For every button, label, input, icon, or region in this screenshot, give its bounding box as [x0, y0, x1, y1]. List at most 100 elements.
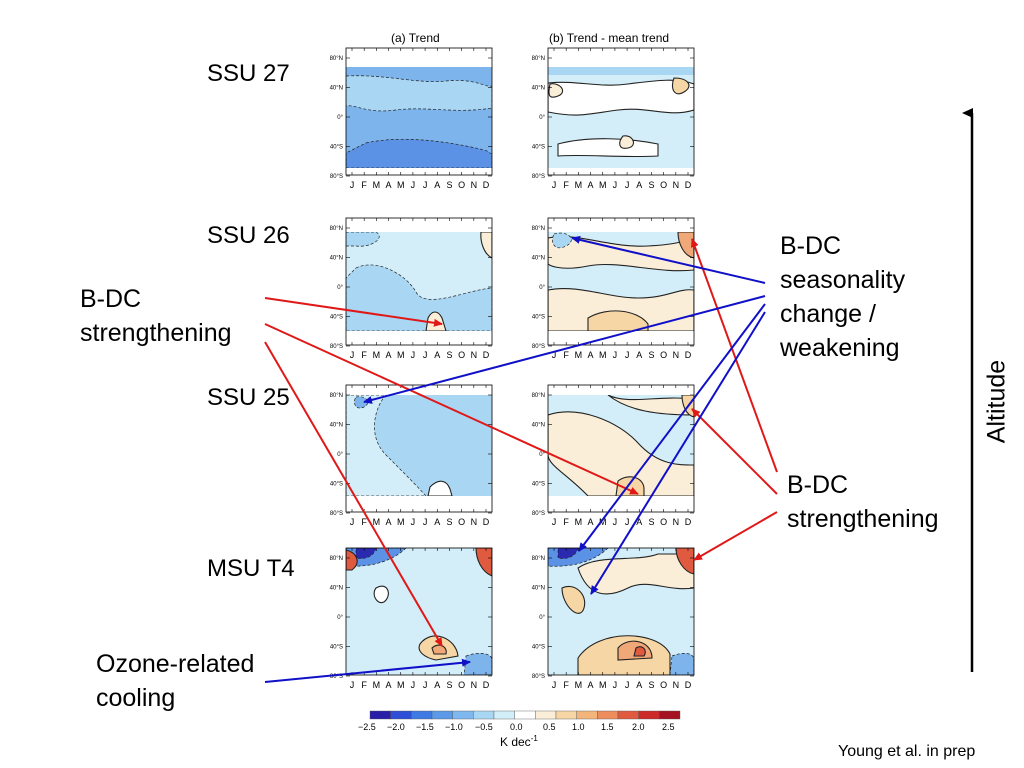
month-tick-label: M	[397, 517, 405, 527]
lat-tick-label: 80°S	[532, 174, 545, 180]
month-tick-label: J	[350, 350, 355, 360]
lat-tick-label: 0°	[337, 452, 343, 458]
colorbar-swatch	[369, 710, 391, 720]
blue-arrow	[578, 303, 766, 552]
lat-tick-label: 40°N	[330, 586, 343, 592]
month-tick-label: S	[648, 180, 654, 190]
month-tick-label: J	[552, 180, 557, 190]
month-tick-label: D	[483, 517, 490, 527]
colorbar-tick-labels: −2.5 −2.0 −1.5 −1.0 −0.5 0.0 0.5 1.0 1.5…	[358, 722, 688, 736]
month-tick-label: S	[648, 517, 654, 527]
lat-tick-label: 40°N	[330, 256, 343, 262]
month-tick-label: J	[625, 517, 630, 527]
month-tick-label: O	[660, 350, 667, 360]
lat-tick-label: 40°N	[532, 423, 545, 429]
lat-tick-label: 80°N	[532, 393, 545, 399]
month-tick-label: J	[625, 180, 630, 190]
month-tick-label: J	[411, 517, 416, 527]
month-tick-label: O	[458, 517, 465, 527]
month-tick-label: J	[423, 517, 428, 527]
month-tick-label: A	[636, 517, 642, 527]
red-arrow	[264, 323, 639, 495]
lat-tick-label: 40°S	[532, 645, 545, 651]
colorbar-tick: −1.5	[416, 722, 434, 732]
month-tick-label: A	[588, 350, 594, 360]
month-tick-label: M	[575, 517, 583, 527]
colorbar-tick: −2.0	[387, 722, 405, 732]
lat-tick-label: 40°S	[532, 482, 545, 488]
month-tick-label: S	[446, 517, 452, 527]
month-tick-label: A	[588, 180, 594, 190]
month-tick-label: N	[471, 180, 478, 190]
lat-tick-label: 80°S	[330, 674, 343, 680]
month-tick-label: M	[397, 350, 405, 360]
annotation-line: B-DC	[780, 232, 842, 260]
month-tick-label: M	[373, 180, 381, 190]
colorbar-swatch	[411, 710, 433, 720]
column-title-trend-minus-mean: (b) Trend - mean trend	[549, 31, 670, 45]
lat-tick-label: 80°N	[330, 226, 343, 232]
month-tick-label: M	[575, 680, 583, 690]
month-tick-label: A	[434, 517, 440, 527]
row-label-msut4: MSU T4	[207, 555, 295, 582]
month-tick-label: F	[361, 350, 367, 360]
month-tick-label: D	[483, 180, 490, 190]
map-panel: 80°N40°N0°40°S80°SJ F M A M J J A S O N D	[330, 547, 493, 690]
colorbar-swatch	[576, 710, 598, 720]
month-tick-label: A	[386, 680, 392, 690]
month-tick-label: F	[361, 517, 367, 527]
colorbar-swatch	[555, 710, 577, 720]
lat-tick-label: 0°	[337, 285, 343, 291]
month-tick-label: J	[423, 350, 428, 360]
colorbar-tick: −0.5	[475, 722, 493, 732]
month-tick-label: N	[471, 350, 478, 360]
citation: Young et al. in prep	[838, 743, 976, 760]
month-tick-label: M	[575, 180, 583, 190]
colorbar	[369, 710, 681, 720]
lat-tick-label: 40°S	[330, 482, 343, 488]
colorbar-tick: 0.5	[543, 722, 556, 732]
month-tick-label: F	[361, 180, 367, 190]
month-tick-label: A	[434, 180, 440, 190]
row-label-ssu27: SSU 27	[207, 60, 290, 87]
month-tick-label: M	[373, 350, 381, 360]
month-tick-label: M	[599, 517, 607, 527]
colorbar-unit-exponent: -1	[530, 734, 538, 743]
lat-tick-label: 0°	[539, 115, 545, 121]
colorbar-unit: K dec-1	[500, 734, 538, 749]
red-arrow	[690, 238, 778, 473]
map-panel: 80°N40°N0°40°S80°SJ F M A M J J A S O N D	[532, 547, 695, 690]
month-tick-label: M	[599, 350, 607, 360]
annotation-seasonality-weakening: B-DC seasonality change / weakening	[780, 229, 905, 365]
month-tick-label: O	[660, 517, 667, 527]
colorbar-swatch	[452, 710, 474, 720]
blue-arrow	[363, 295, 766, 404]
lat-tick-label: 40°S	[330, 645, 343, 651]
month-tick-label: M	[373, 680, 381, 690]
lat-tick-label: 0°	[539, 452, 545, 458]
colorbar-tick: 1.0	[572, 722, 585, 732]
blue-arrow	[264, 658, 471, 683]
row-label-ssu26: SSU 26	[207, 222, 290, 249]
lat-tick-label: 80°S	[330, 344, 343, 350]
month-tick-label: D	[685, 680, 692, 690]
map-panel: 80°N40°N0°40°S80°SJ F M A M J J A S O N D	[330, 217, 493, 360]
month-tick-label: M	[397, 180, 405, 190]
month-tick-label: A	[386, 517, 392, 527]
colorbar-swatch	[617, 710, 639, 720]
month-tick-label: N	[673, 680, 680, 690]
lat-tick-label: 0°	[539, 285, 545, 291]
lat-tick-label: 40°N	[532, 586, 545, 592]
month-tick-label: J	[350, 680, 355, 690]
lat-tick-label: 80°N	[532, 56, 545, 62]
colorbar-swatch	[431, 710, 453, 720]
colorbar-swatch	[535, 710, 557, 720]
annotation-right-strengthening: B-DC strengthening	[787, 468, 939, 536]
month-tick-label: D	[685, 517, 692, 527]
lat-tick-label: 80°S	[532, 344, 545, 350]
month-tick-label: J	[613, 680, 618, 690]
month-tick-label: J	[613, 350, 618, 360]
lat-tick-label: 80°N	[330, 56, 343, 62]
month-tick-label: J	[423, 680, 428, 690]
